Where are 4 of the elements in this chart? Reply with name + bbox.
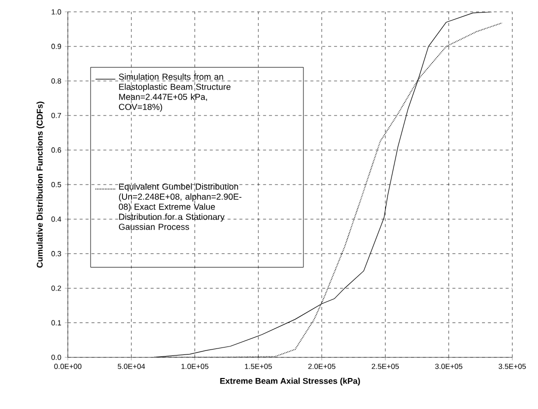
legend-label: Equivalent Gumbel Distribution (Un=2.248E+08, alphan=2.90E-08) Exact Extreme Value Distribution for a Stationary Gaussian Process xyxy=(118,183,242,230)
y-axis-title: Cumulative Distribution Functions (CDFs) xyxy=(36,102,44,268)
legend-label: Simulation Results from an Elastoplastic Beam Structure Mean=2.447E+05 kPa, COV=18%) xyxy=(118,74,230,112)
x-axis-title: Extreme Beam Axial Stresses (kPa) xyxy=(220,378,360,386)
